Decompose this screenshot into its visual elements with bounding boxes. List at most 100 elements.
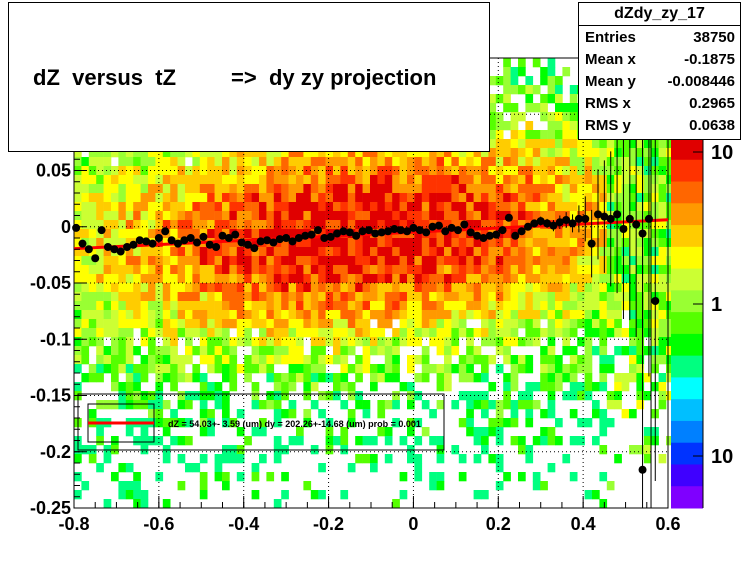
heatmap-cell [162,319,171,329]
heatmap-cell [666,157,674,167]
heatmap-cell [266,283,275,293]
heatmap-cell [532,193,541,203]
heatmap-cell [569,364,578,374]
heatmap-cell [318,373,326,383]
heatmap-cell [96,193,104,203]
heatmap-cell [88,193,97,203]
heatmap-cell [111,292,119,302]
heatmap-cell [599,373,608,383]
heatmap-cell [377,337,386,347]
heatmap-cell [451,292,460,302]
heatmap-cell [310,283,319,293]
heatmap-cell [407,364,415,374]
heatmap-cell [384,319,393,329]
heatmap-cell [577,229,585,239]
heatmap-cell [569,157,578,167]
heatmap-cell [118,238,127,248]
heatmap-cell [96,364,104,374]
heatmap-cell [525,130,534,140]
heatmap-cell [481,265,489,275]
heatmap-cell [392,175,400,185]
color-scale-band [671,203,703,226]
heatmap-cell [436,283,445,293]
profile-point [180,236,189,245]
heatmap-cell [481,490,489,500]
heatmap-cell [244,319,252,329]
heatmap-cell [177,373,186,383]
heatmap-cell [451,319,460,329]
heatmap-cell [414,337,423,347]
heatmap-cell [503,175,511,185]
heatmap-cell [643,292,652,302]
heatmap-cell [266,265,275,275]
heatmap-cell [340,490,349,500]
heatmap-cell [273,247,282,257]
heatmap-cell [88,310,97,320]
heatmap-cell [199,319,208,329]
heatmap-cell [177,400,186,410]
heatmap-cell [296,427,304,437]
heatmap-cell [81,301,90,311]
heatmap-cell [407,265,415,275]
heatmap-cell [414,220,423,230]
heatmap-cell [540,157,548,167]
heatmap-cell [436,166,445,176]
heatmap-cell [170,436,178,446]
heatmap-cell [140,373,149,383]
heatmap-cell [325,283,334,293]
heatmap-cell [547,346,556,356]
heatmap-cell [340,247,349,257]
heatmap-cell [296,148,304,158]
heatmap-cell [407,427,415,437]
heatmap-cell [488,454,497,464]
heatmap-cell [103,184,112,194]
heatmap-cell [296,355,304,365]
heatmap-cell [414,256,423,266]
heatmap-cell [244,283,252,293]
heatmap-cell [318,328,326,338]
heatmap-cell [473,427,482,437]
heatmap-cell [325,193,334,203]
heatmap-cell [192,148,201,158]
heatmap-cell [384,427,393,437]
heatmap-cell [296,292,304,302]
heatmap-cell [214,157,223,167]
heatmap-cell [525,166,534,176]
heatmap-cell [222,355,230,365]
heatmap-cell [481,427,489,437]
heatmap-cell [125,490,134,500]
heatmap-cell [259,301,267,311]
heatmap-cell [370,265,378,275]
heatmap-cell [118,292,127,302]
heatmap-cell [281,211,289,221]
heatmap-cell [259,265,267,275]
heatmap-cell [658,157,667,167]
heatmap-cell [355,310,363,320]
heatmap-cell [532,202,541,212]
heatmap-cell [503,85,511,95]
heatmap-cell [503,139,511,149]
heatmap-cell [458,292,467,302]
heatmap-cell [222,472,230,482]
heatmap-cell [569,193,578,203]
heatmap-cell [592,490,600,500]
heatmap-cell [177,148,186,158]
heatmap-cell [495,202,504,212]
heatmap-cell [340,157,349,167]
heatmap-cell [199,373,208,383]
heatmap-cell [569,382,578,392]
heatmap-cell [518,364,526,374]
heatmap-cell [199,454,208,464]
heatmap-cell [236,148,245,158]
heatmap-cell [355,355,363,365]
heatmap-cell [666,364,674,374]
heatmap-cell [133,436,141,446]
heatmap-cell [96,310,104,320]
heatmap-cell [577,175,585,185]
heatmap-cell [495,112,504,122]
heatmap-cell [133,211,141,221]
heatmap-cell [466,310,474,320]
heatmap-cell [273,184,282,194]
heatmap-cell [525,139,534,149]
heatmap-cell [429,157,437,167]
